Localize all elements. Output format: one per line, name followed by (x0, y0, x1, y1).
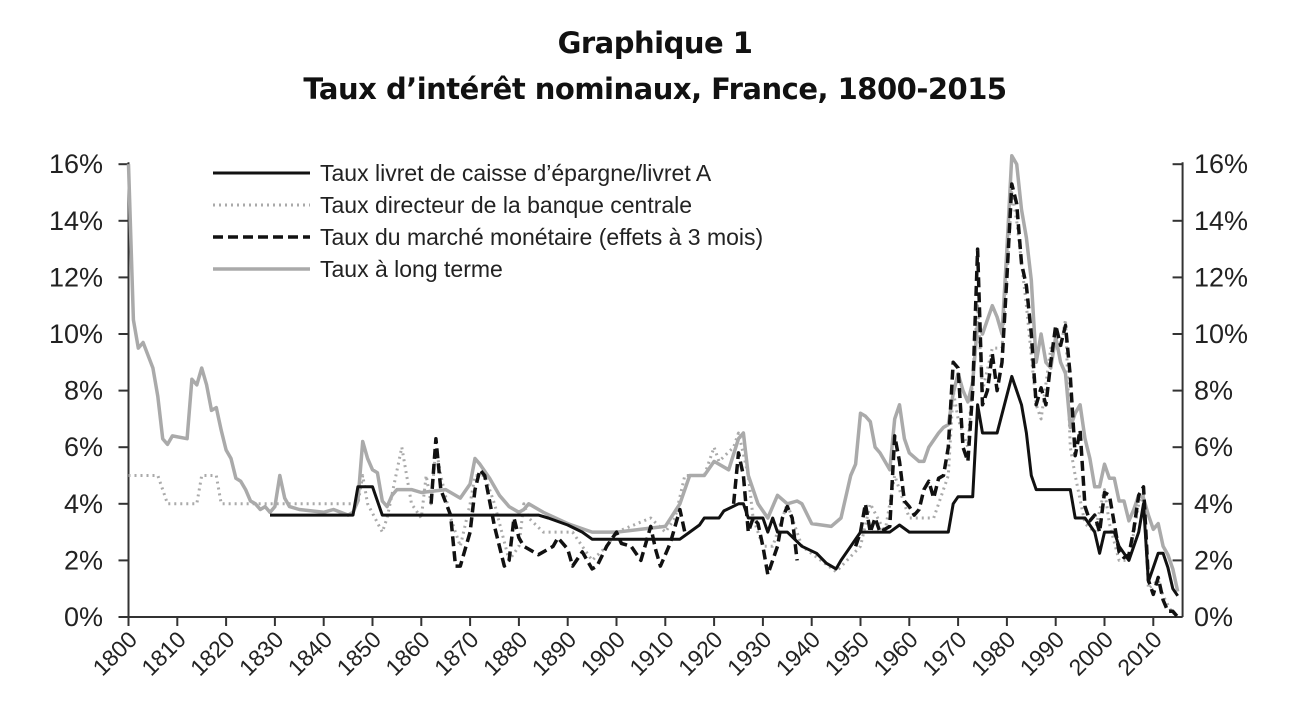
y-tick-label-left: 8% (64, 376, 103, 406)
y-tick-label-left: 16% (49, 149, 103, 179)
chart-title: Graphique 1 (557, 26, 753, 60)
x-tick-label: 1990 (1015, 626, 1070, 681)
x-tick-label: 1910 (624, 626, 679, 681)
x-tick-label: 1880 (478, 626, 533, 681)
series-lines (126, 153, 1180, 619)
y-tick-label-right: 12% (1194, 262, 1248, 292)
x-tick-label: 1820 (185, 626, 240, 681)
x-tick-label: 1890 (527, 626, 582, 681)
x-tick-label: 1940 (771, 626, 826, 681)
x-tick-label: 1860 (380, 626, 435, 681)
x-tick-label: 1900 (575, 626, 630, 681)
x-tick-label: 1950 (819, 626, 874, 681)
y-tick-label-left: 6% (64, 432, 103, 462)
y-tick-label-right: 0% (1194, 602, 1233, 632)
x-tick-label: 1960 (868, 626, 923, 681)
y-tick-label-right: 14% (1194, 206, 1248, 236)
y-tick-label-right: 8% (1194, 376, 1233, 406)
x-tick-label: 1830 (234, 626, 289, 681)
y-tick-label-right: 10% (1194, 319, 1248, 349)
x-tick-label: 1840 (283, 626, 338, 681)
legend-label-2: Taux du marché monétaire (effets à 3 moi… (320, 224, 763, 250)
series-line-1 (128, 191, 1175, 615)
x-tick-label: 1970 (917, 626, 972, 681)
y-tick-label-left: 4% (64, 489, 103, 519)
y-tick-label-left: 10% (49, 319, 103, 349)
x-tick-label: 1930 (722, 626, 777, 681)
x-tick-label: 1850 (331, 626, 386, 681)
x-tick-label: 1920 (673, 626, 728, 681)
y-tick-label-left: 2% (64, 545, 103, 575)
x-tick-label: 2000 (1063, 626, 1118, 681)
y-tick-label-right: 4% (1194, 489, 1233, 519)
y-tick-label-right: 16% (1194, 149, 1248, 179)
y-tick-label-left: 12% (49, 262, 103, 292)
y-tick-label-right: 6% (1194, 432, 1233, 462)
x-tick-label: 2010 (1112, 626, 1167, 681)
legend: Taux livret de caisse d’épargne/livret A… (213, 160, 763, 282)
series-line-0 (270, 374, 1179, 597)
legend-label-3: Taux à long terme (320, 256, 503, 282)
series-line-3 (126, 153, 1180, 592)
chart-subtitle: Taux d’intérêt nominaux, France, 1800-20… (303, 72, 1007, 106)
x-tick-label: 1800 (87, 626, 142, 681)
x-tick-label: 1870 (429, 626, 484, 681)
legend-label-0: Taux livret de caisse d’épargne/livret A (320, 160, 712, 186)
x-tick-label: 1810 (136, 626, 191, 681)
x-tick-label: 1980 (966, 626, 1021, 681)
y-tick-label-right: 2% (1194, 545, 1233, 575)
legend-label-1: Taux directeur de la banque centrale (320, 192, 692, 218)
y-tick-label-left: 14% (49, 206, 103, 236)
y-tick-label-left: 0% (64, 602, 103, 632)
